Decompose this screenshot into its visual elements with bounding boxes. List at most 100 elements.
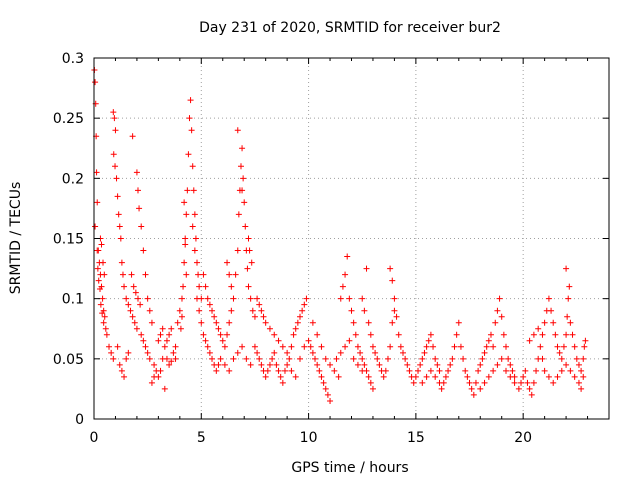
data-point bbox=[380, 373, 387, 380]
data-point bbox=[168, 358, 175, 365]
data-point bbox=[157, 367, 164, 374]
data-point bbox=[423, 343, 430, 350]
data-point bbox=[389, 319, 396, 326]
data-point bbox=[234, 247, 241, 254]
data-point bbox=[309, 319, 316, 326]
data-point bbox=[530, 331, 537, 338]
data-point bbox=[494, 307, 501, 314]
data-point bbox=[142, 271, 149, 278]
data-point bbox=[142, 343, 149, 350]
data-point bbox=[232, 271, 239, 278]
data-point bbox=[114, 343, 121, 350]
data-point bbox=[518, 379, 525, 386]
y-tick-label: 0 bbox=[75, 412, 84, 428]
data-point bbox=[391, 295, 398, 302]
data-point bbox=[180, 283, 187, 290]
data-point bbox=[425, 337, 432, 344]
data-point bbox=[440, 379, 447, 386]
data-point bbox=[432, 355, 439, 362]
data-point bbox=[186, 115, 193, 122]
data-point bbox=[110, 109, 117, 116]
data-point bbox=[132, 289, 139, 296]
data-point bbox=[99, 295, 106, 302]
data-point bbox=[436, 367, 443, 374]
data-point bbox=[269, 355, 276, 362]
data-point bbox=[384, 355, 391, 362]
data-point bbox=[312, 355, 319, 362]
data-point bbox=[438, 385, 445, 392]
data-point bbox=[178, 313, 185, 320]
data-point bbox=[571, 373, 578, 380]
data-point bbox=[460, 355, 467, 362]
data-point bbox=[157, 331, 164, 338]
data-point bbox=[256, 355, 263, 362]
data-point bbox=[455, 319, 462, 326]
data-point bbox=[185, 151, 192, 158]
data-point bbox=[191, 211, 198, 218]
data-point bbox=[92, 223, 99, 230]
data-point bbox=[247, 361, 254, 368]
data-point bbox=[447, 361, 454, 368]
data-point bbox=[177, 325, 184, 332]
data-point bbox=[346, 295, 353, 302]
data-point bbox=[509, 367, 516, 374]
data-point bbox=[194, 259, 200, 266]
data-point bbox=[483, 343, 490, 350]
data-point bbox=[400, 349, 406, 356]
data-point bbox=[213, 319, 220, 326]
data-point bbox=[421, 349, 428, 356]
data-point bbox=[163, 337, 170, 344]
data-point bbox=[240, 175, 247, 182]
data-point bbox=[354, 361, 361, 368]
data-point bbox=[361, 307, 368, 314]
data-point bbox=[138, 223, 145, 230]
data-point bbox=[204, 343, 211, 350]
data-point bbox=[271, 331, 278, 338]
data-point bbox=[359, 355, 366, 362]
data-point bbox=[134, 187, 141, 194]
data-point bbox=[558, 367, 565, 374]
data-point bbox=[292, 373, 299, 380]
data-point bbox=[320, 379, 327, 386]
data-point bbox=[284, 361, 291, 368]
data-point bbox=[363, 265, 370, 272]
data-point bbox=[140, 247, 147, 254]
data-point bbox=[211, 313, 218, 320]
data-point bbox=[217, 331, 224, 338]
data-point bbox=[382, 367, 389, 374]
data-point bbox=[410, 379, 417, 386]
data-point bbox=[365, 373, 372, 380]
data-point bbox=[247, 295, 254, 302]
data-point bbox=[524, 379, 531, 386]
x-axis-label: GPS time / hours bbox=[291, 460, 408, 476]
data-point bbox=[206, 301, 213, 308]
data-point bbox=[226, 271, 233, 278]
data-point bbox=[256, 301, 263, 308]
data-point bbox=[266, 361, 273, 368]
data-point bbox=[136, 205, 143, 212]
data-point bbox=[228, 283, 235, 290]
data-point bbox=[174, 319, 181, 326]
data-point bbox=[372, 349, 379, 356]
data-point bbox=[342, 271, 349, 278]
data-point bbox=[563, 265, 570, 272]
data-point bbox=[462, 367, 469, 374]
y-tick-label: 0.25 bbox=[53, 111, 84, 127]
data-point bbox=[464, 373, 471, 380]
data-point bbox=[226, 319, 233, 326]
data-point bbox=[327, 397, 334, 404]
data-point bbox=[119, 271, 126, 278]
data-point bbox=[118, 367, 125, 374]
x-tick-labels: 0 5 10 15 20 bbox=[90, 430, 533, 446]
data-point bbox=[94, 265, 101, 272]
data-point bbox=[161, 385, 168, 392]
data-point bbox=[144, 295, 151, 302]
data-point bbox=[318, 343, 325, 350]
data-point bbox=[125, 349, 132, 356]
data-point bbox=[258, 361, 265, 368]
data-point bbox=[182, 235, 189, 242]
data-point bbox=[155, 337, 162, 344]
data-point bbox=[262, 373, 269, 380]
grid bbox=[94, 58, 609, 419]
y-tick-label: 0.05 bbox=[53, 352, 84, 368]
